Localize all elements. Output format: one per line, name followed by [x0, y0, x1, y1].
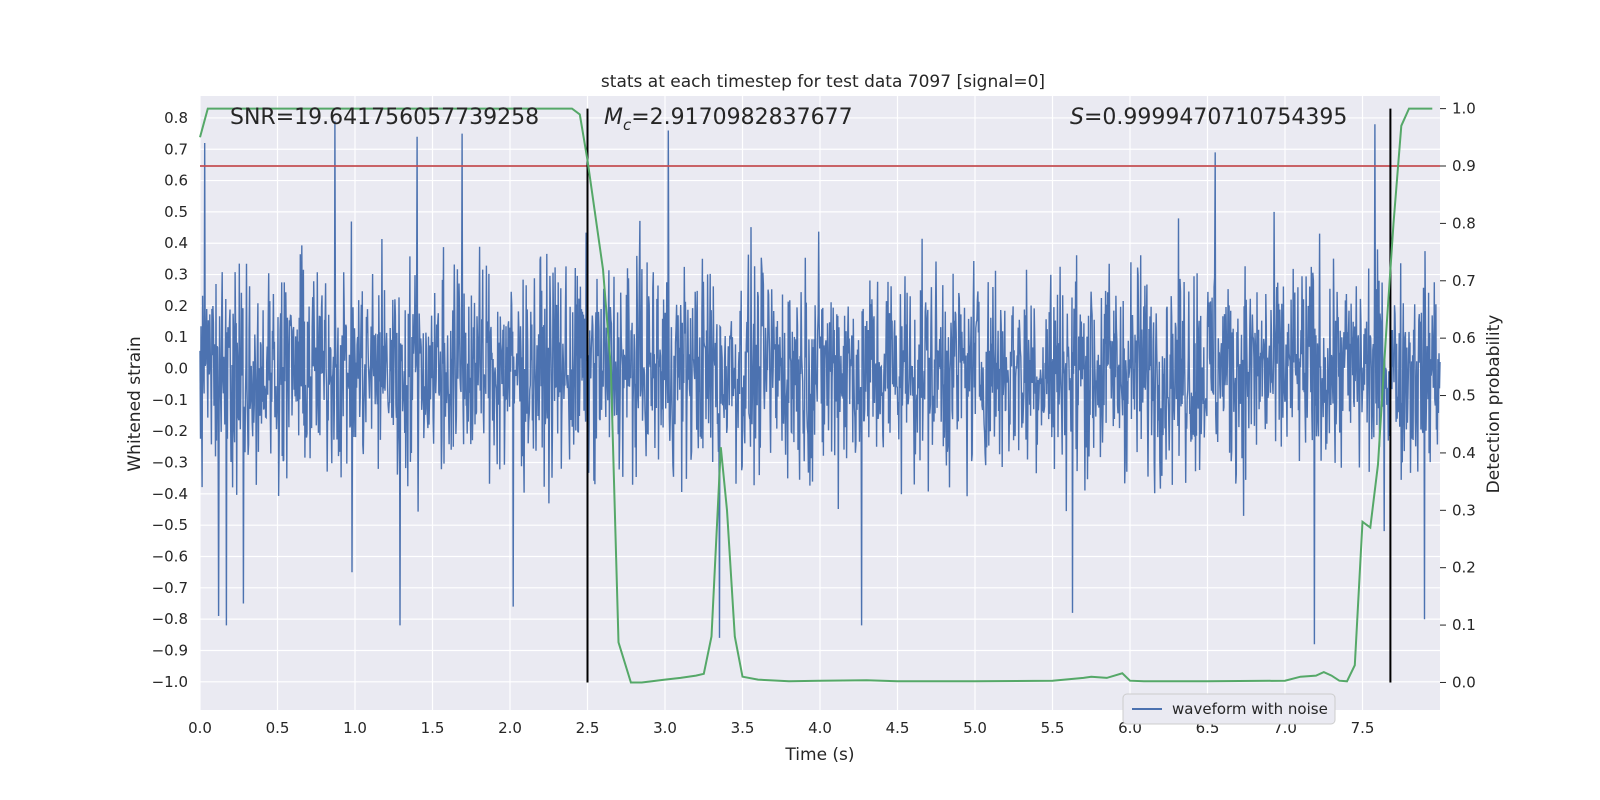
probability-series: [199, 107, 1433, 684]
y2-tick-label: 0.5: [1452, 387, 1476, 405]
y-tick-label: 0.3: [164, 266, 188, 284]
score-symbol: S: [1070, 105, 1084, 130]
y-tick-label: −0.7: [152, 579, 188, 597]
y-axis-label: Whitened strain: [125, 336, 145, 471]
y-tick-label: 0.6: [164, 172, 188, 190]
x-tick-label: 4.5: [886, 719, 910, 737]
y-tick-label: −0.2: [152, 422, 188, 440]
x-tick-label: 3.5: [731, 719, 755, 737]
y-tick-label: −0.9: [152, 641, 188, 659]
y-tick-label: −0.1: [152, 391, 188, 409]
y2-tick-label: 0.3: [1452, 501, 1476, 519]
chirp-mass-subscript: c: [623, 116, 632, 134]
y2-axis-label: Detection probability: [1484, 315, 1504, 494]
waveform-series: [199, 121, 1441, 645]
chirp-mass-value: =2.9170982837677: [631, 105, 852, 130]
y-tick-label: 0.1: [164, 328, 188, 346]
y2-tick-label: 0.1: [1452, 616, 1476, 634]
legend: waveform with noise: [1122, 693, 1336, 725]
y-tick-label: 0.7: [164, 140, 188, 158]
y-tick-label: 0.8: [164, 109, 188, 127]
y2-tick-label: 0.7: [1452, 272, 1476, 290]
x-tick-label: 3.0: [653, 719, 677, 737]
x-tick-label: 7.5: [1351, 719, 1375, 737]
y-tick-label: −0.6: [152, 548, 188, 566]
y-tick-label: 0.2: [164, 297, 188, 315]
y-axis-ticks: 0.8 0.7 0.6 0.5 0.4 0.3 0.2 0.1 0.0 −0.1 −0.2 −0.3 −…: [152, 109, 188, 691]
chart-title: stats at each timestep for test data 709…: [601, 72, 1045, 92]
y-tick-label: 0.0: [164, 360, 188, 378]
x-tick-label: 2.0: [498, 719, 522, 737]
x-axis-ticks: 0.0 0.5 1.0 1.5 2.0 2.5 3.0 3.5 4.0 4.5 5.0 5.5 6.0 6…: [188, 719, 1374, 737]
y-tick-label: −1.0: [152, 673, 188, 691]
chirp-mass-annotation: Mc=2.9170982837677: [604, 105, 853, 134]
y2-tick-label: 0.0: [1452, 673, 1476, 691]
y2-tick-label: 0.6: [1452, 329, 1476, 347]
x-tick-label: 1.5: [421, 719, 445, 737]
score-value: =0.9999470710754395: [1084, 105, 1347, 130]
x-tick-label: 2.5: [576, 719, 600, 737]
snr-annotation: SNR=19.641756057739258: [230, 105, 539, 130]
y-tick-label: −0.8: [152, 610, 188, 628]
x-tick-label: 5.5: [1041, 719, 1065, 737]
y-tick-label: −0.3: [152, 454, 188, 472]
y2-tick-label: 0.2: [1452, 559, 1476, 577]
x-tick-label: 1.0: [343, 719, 367, 737]
y2-tick-label: 0.8: [1452, 214, 1476, 232]
y-tick-label: 0.5: [164, 203, 188, 221]
legend-label-waveform: waveform with noise: [1172, 700, 1328, 718]
x-tick-label: 0.5: [266, 719, 290, 737]
legend-box: [1122, 693, 1336, 725]
y2-tick-label: 0.9: [1452, 157, 1476, 175]
x-tick-label: 4.0: [808, 719, 832, 737]
score-annotation: S=0.9999470710754395: [1070, 105, 1347, 130]
chirp-mass-symbol: M: [604, 105, 623, 130]
y-tick-label: −0.4: [152, 485, 188, 503]
x-axis-label: Time (s): [784, 745, 854, 765]
y-tick-label: 0.4: [164, 234, 188, 252]
y2-axis-ticks: 1.0 0.9 0.8 0.7 0.6 0.5 0.4 0.3 0.2 0.1 0.0: [1440, 100, 1476, 691]
probability-line: [199, 107, 1433, 684]
waveform-line: [199, 121, 1441, 645]
y-tick-label: −0.5: [152, 516, 188, 534]
y2-tick-label: 0.4: [1452, 444, 1476, 462]
y2-tick-label: 1.0: [1452, 100, 1476, 118]
overlay-lines: [200, 108, 1440, 683]
x-tick-label: 0.0: [188, 719, 212, 737]
x-tick-label: 5.0: [963, 719, 987, 737]
